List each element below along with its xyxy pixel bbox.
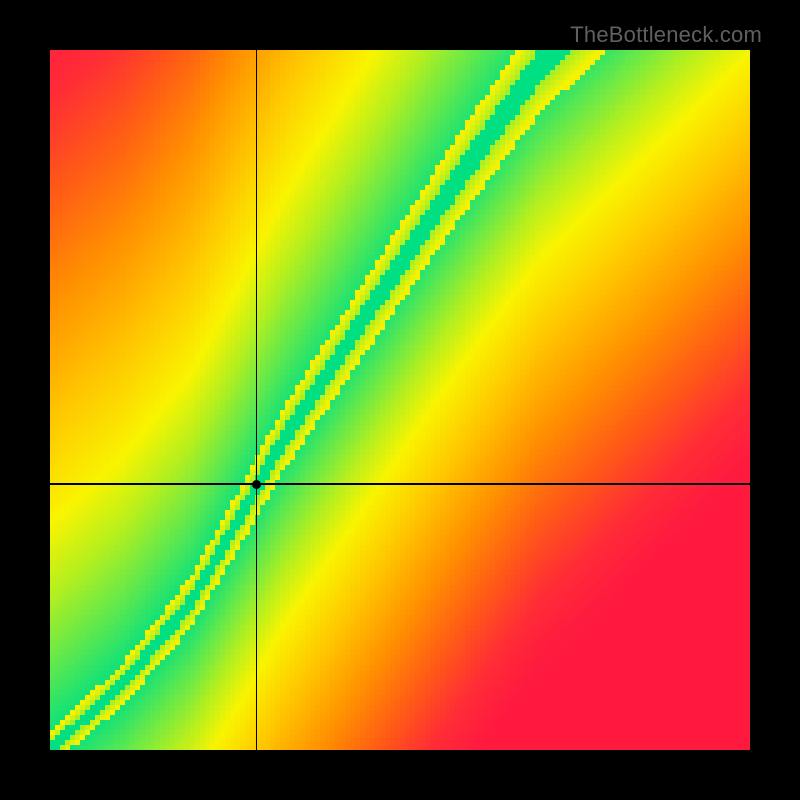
crosshair-vertical: [256, 50, 258, 750]
crosshair-marker: [252, 480, 261, 489]
watermark-text: TheBottleneck.com: [570, 22, 762, 48]
crosshair-horizontal: [50, 483, 750, 485]
heatmap-canvas: [50, 50, 750, 750]
heatmap-plot: [50, 50, 750, 750]
